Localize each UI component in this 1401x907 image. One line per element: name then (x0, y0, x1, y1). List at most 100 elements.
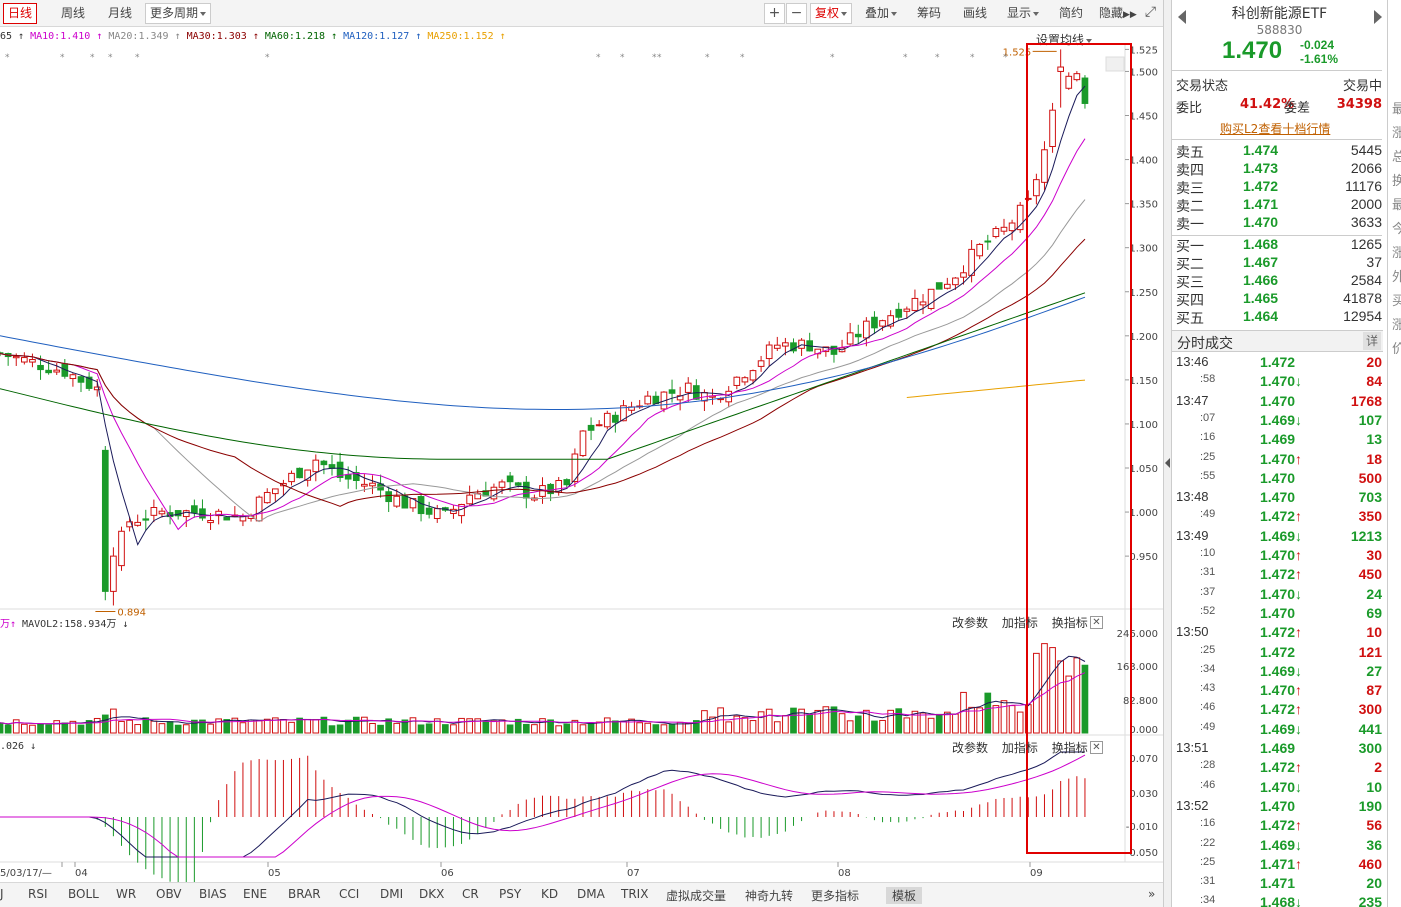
bid-row[interactable]: 买四 1.465 41878 (1176, 290, 1382, 309)
volume-bar (895, 708, 903, 734)
bid-row[interactable]: 买五 1.464 12954 (1176, 308, 1382, 327)
prev-stock-icon[interactable] (1178, 10, 1186, 24)
volume-bar (660, 724, 668, 734)
event-marker-icon: * (5, 53, 10, 63)
indicator-tab[interactable]: DMA (577, 887, 605, 901)
volume-bar (603, 717, 611, 734)
l2-link[interactable]: 购买L2查看十档行情 (1220, 122, 1331, 136)
status-label: 交易状态 (1176, 79, 1229, 94)
arrow-up-icon: ↑ (1295, 566, 1303, 583)
change-value: -0.024 (1300, 38, 1335, 52)
add-indicator-button[interactable]: 加指标 (1001, 741, 1038, 755)
zoom-out-icon[interactable]: − (786, 3, 807, 24)
volume-bar (409, 717, 417, 734)
indicator-tab[interactable]: 虚拟成交量 (666, 889, 727, 903)
edit-params-button[interactable]: 改参数 (952, 616, 989, 630)
trading-status-row: 交易状态 交易中 (1176, 75, 1382, 94)
overlay-dropdown[interactable]: 叠加 (860, 3, 902, 24)
scroll-right-icon[interactable]: » (1148, 887, 1156, 901)
kline-chart[interactable]: 1.525 1.500 1.450 1.400 1.350 1.300 1.250 1.200… (0, 27, 1163, 882)
indicator-tab[interactable]: BRAR (288, 887, 321, 901)
draw-line-button[interactable]: 画线 (963, 6, 988, 20)
ask-row[interactable]: 卖四 1.473 2066 (1176, 160, 1382, 179)
candle-body (976, 243, 984, 257)
volume-bar (1081, 664, 1089, 734)
candle-body (830, 345, 838, 355)
tab-monthly[interactable]: 月线 (108, 6, 133, 20)
ask-row[interactable]: 卖三 1.472 11176 (1176, 178, 1382, 197)
bid-row[interactable]: 买一 1.468 1265 (1176, 236, 1382, 255)
indicator-tab[interactable]: BOLL (68, 887, 99, 901)
add-indicator-button[interactable]: 加指标 (1001, 616, 1038, 630)
hide-button[interactable]: 隐藏▶▶ (1094, 3, 1142, 24)
collapse-arrow-icon[interactable] (1165, 458, 1170, 468)
chips-button[interactable]: 筹码 (917, 6, 942, 20)
event-marker-icon: * (108, 53, 113, 63)
x-tick-label: 05 (268, 868, 281, 879)
indicator-tab[interactable]: OBV (156, 887, 182, 901)
trade-time: :07 (1200, 411, 1216, 424)
indicator-tab[interactable]: 模板 (886, 887, 923, 904)
ask-row[interactable]: 卖二 1.471 2000 (1176, 196, 1382, 215)
trades-detail-button[interactable]: 详 (1363, 332, 1381, 350)
event-marker-icon: * (90, 53, 95, 63)
candle-body (741, 377, 749, 383)
zoom-in-icon[interactable]: + (764, 3, 785, 24)
indicator-tab[interactable]: BIAS (199, 887, 227, 901)
chevron-down-icon (1033, 11, 1040, 16)
indicator-tab[interactable]: J (0, 887, 4, 901)
volume-bar (854, 715, 862, 734)
indicator-tab[interactable]: CCI (339, 887, 360, 901)
event-marker-icon: * (740, 53, 745, 63)
panel-splitter[interactable] (1163, 0, 1172, 907)
close-macd-panel-icon[interactable]: ✕ (1090, 741, 1103, 754)
ask-row[interactable]: 卖五 1.474 5445 (1176, 142, 1382, 161)
trade-price: 1.471↑ (1260, 855, 1303, 872)
indicator-tab[interactable]: TRIX (621, 887, 649, 901)
tab-weekly[interactable]: 周线 (61, 6, 86, 20)
volume-bar (191, 719, 198, 734)
volume-bar (158, 723, 166, 734)
fuquan-dropdown[interactable]: 复权 (810, 3, 853, 24)
indicator-tab[interactable]: DKX (419, 887, 445, 901)
fullscreen-icon[interactable]: ⤢ (1144, 4, 1157, 20)
indicator-tab[interactable]: KD (541, 887, 559, 901)
indicator-tab[interactable]: WR (116, 887, 137, 901)
trade-price: 1.472 (1260, 354, 1296, 370)
trade-row: :46 1.472↑ 300 (1176, 701, 1382, 720)
indicator-tab[interactable]: RSI (28, 887, 48, 901)
volume-bar (134, 724, 142, 734)
indicator-tab[interactable]: 更多指标 (811, 889, 860, 903)
indicator-tab[interactable]: DMI (380, 887, 404, 901)
ask-row[interactable]: 卖一 1.470 3633 (1176, 214, 1382, 233)
candle-body (612, 414, 619, 423)
bid-row[interactable]: 买三 1.466 2584 (1176, 272, 1382, 291)
more-periods-dropdown[interactable]: 更多周期 (145, 3, 212, 24)
indicator-tab[interactable]: PSY (499, 887, 522, 901)
trade-time: 13:50 (1176, 624, 1209, 640)
volume-bar (1049, 647, 1056, 734)
candle-body (271, 488, 279, 495)
trade-time: :37 (1200, 585, 1216, 598)
volume-bar (757, 711, 765, 734)
next-stock-icon[interactable] (1374, 10, 1382, 24)
bid-row[interactable]: 买二 1.467 37 (1176, 254, 1382, 273)
close-volume-panel-icon[interactable]: ✕ (1090, 616, 1103, 629)
volume-bar (450, 724, 457, 734)
indicator-tab[interactable]: CR (462, 887, 479, 901)
trade-time: 13:49 (1176, 527, 1209, 543)
switch-indicator-button[interactable]: 换指标 (1051, 616, 1088, 630)
macd-tick-label: -0.010 (1126, 822, 1158, 833)
event-marker-icon: * (596, 53, 601, 63)
switch-indicator-button[interactable]: 换指标 (1051, 741, 1088, 755)
indicator-tab[interactable]: ENE (243, 887, 268, 901)
fuquan-label: 复权 (815, 6, 840, 20)
simple-button[interactable]: 简约 (1059, 6, 1084, 20)
edit-params-button[interactable]: 改参数 (952, 741, 989, 755)
right-edge-panel: 最涨总换最今涨外买涨价 (1387, 0, 1401, 907)
display-dropdown[interactable]: 显示 (1002, 3, 1044, 24)
tab-daily[interactable]: 日线 (3, 3, 38, 24)
indicator-tab[interactable]: 神奇九转 (745, 889, 794, 903)
event-marker-icon: * (1003, 53, 1008, 63)
edge-label: 换 (1392, 170, 1401, 189)
